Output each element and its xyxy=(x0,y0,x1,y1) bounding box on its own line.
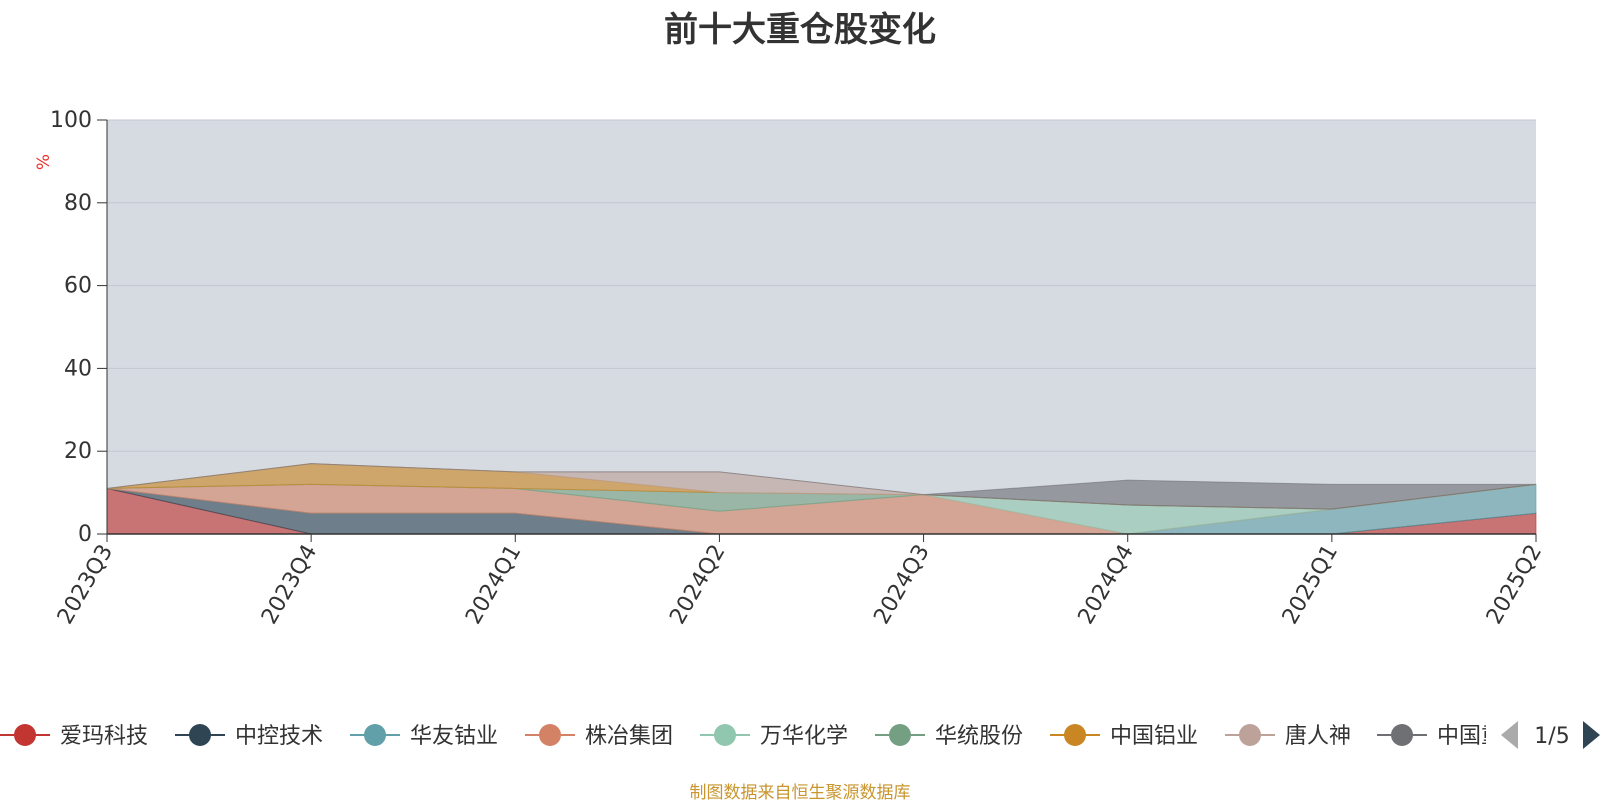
legend-next-icon[interactable] xyxy=(1583,721,1600,749)
legend-label: 中国重汽 xyxy=(1437,724,1525,749)
legend-marker xyxy=(14,724,36,746)
legend-label: 唐人神 xyxy=(1285,724,1351,749)
legend-item: 万华化学 xyxy=(700,724,848,749)
x-tick-label: 2025Q2 xyxy=(1482,541,1547,629)
legend-item: 华友钴业 xyxy=(350,724,498,749)
legend-label: 华统股份 xyxy=(935,724,1023,749)
legend-marker xyxy=(539,724,561,746)
x-tick-label: 2023Q4 xyxy=(257,541,322,629)
y-tick-label: 0 xyxy=(78,522,92,547)
x-tick-label: 2025Q1 xyxy=(1278,541,1343,629)
legend-label: 株冶集团 xyxy=(585,724,673,749)
legend-page-indicator: 1/5 xyxy=(1534,724,1569,749)
data-source-note: 制图数据来自恒生聚源数据库 xyxy=(689,783,911,803)
y-tick-label: 40 xyxy=(64,356,92,381)
chart-title: 前十大重仓股变化 xyxy=(664,10,936,50)
legend-item: 中国铝业 xyxy=(1050,724,1198,749)
legend-label: 爱玛科技 xyxy=(60,724,148,749)
legend-label: 华友钴业 xyxy=(410,724,498,749)
legend-item: 华统股份 xyxy=(875,724,1023,749)
series-area xyxy=(106,463,1537,510)
legend-item: 株冶集团 xyxy=(525,724,673,749)
legend-prev-icon[interactable] xyxy=(1501,721,1518,749)
legend-item: 中国重汽 xyxy=(1377,724,1525,749)
legend-label: 万华化学 xyxy=(760,724,848,749)
y-axis-unit: % xyxy=(34,154,54,170)
y-tick-label: 100 xyxy=(50,108,92,133)
y-tick-label: 20 xyxy=(64,439,92,464)
legend-marker xyxy=(189,724,211,746)
legend-label: 中国铝业 xyxy=(1110,724,1198,749)
x-tick-label: 2024Q2 xyxy=(665,541,730,629)
legend-items: 爱玛科技 中控技术 华友钴业 株冶集团 万华化学 华统股份 中国铝业 唐人神 中国重汽 xyxy=(0,724,1525,749)
x-tick-label: 2024Q3 xyxy=(869,541,934,629)
legend-marker xyxy=(1391,724,1413,746)
y-tick-label: 60 xyxy=(64,274,92,299)
legend-marker xyxy=(889,724,911,746)
x-tick-label: 2023Q3 xyxy=(53,541,118,629)
legend-marker xyxy=(364,724,386,746)
legend: 爱玛科技 中控技术 华友钴业 株冶集团 万华化学 华统股份 中国铝业 唐人神 中国重汽 xyxy=(0,724,1525,749)
legend-marker xyxy=(1064,724,1086,746)
x-tick-label: 2024Q4 xyxy=(1074,541,1139,629)
legend-marker xyxy=(1239,724,1261,746)
y-tick-label: 80 xyxy=(64,191,92,216)
legend-item: 中控技术 xyxy=(175,724,323,749)
legend-label: 中控技术 xyxy=(235,724,323,749)
legend-item: 唐人神 xyxy=(1225,724,1351,749)
legend-item: 爱玛科技 xyxy=(0,724,148,749)
legend-marker xyxy=(714,724,736,746)
x-tick-label: 2024Q1 xyxy=(461,541,526,629)
